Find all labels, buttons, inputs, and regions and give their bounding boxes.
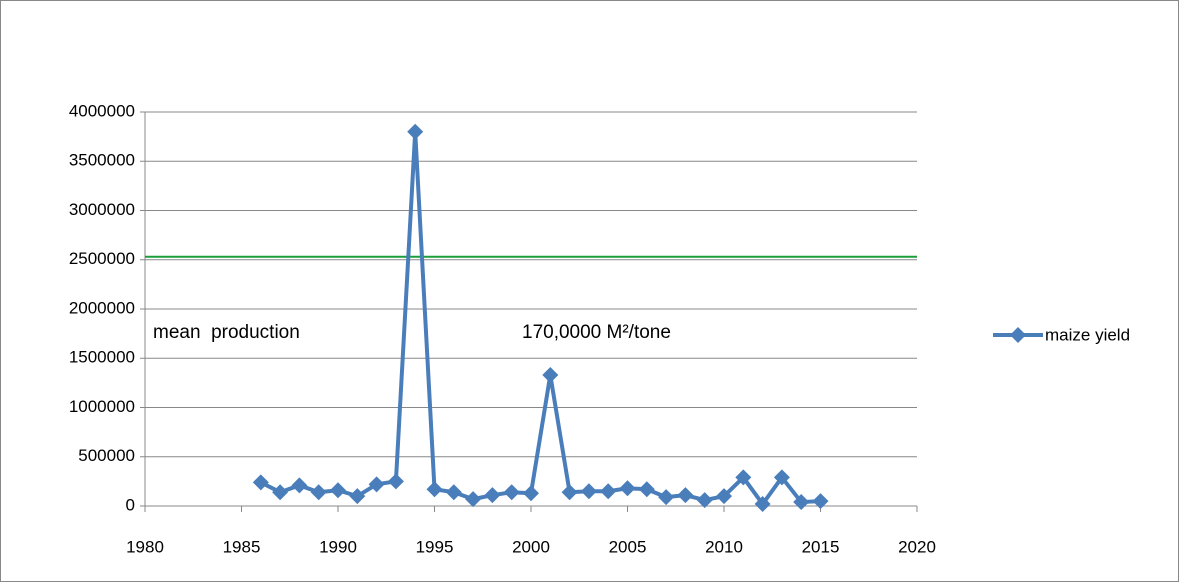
marker — [330, 482, 346, 499]
annotation: mean production — [153, 322, 300, 343]
marker — [484, 487, 501, 504]
marker — [426, 481, 443, 498]
x-tick-label: 2005 — [609, 537, 647, 556]
marker — [503, 484, 520, 501]
marker — [368, 476, 385, 493]
marker — [696, 492, 713, 509]
marker — [677, 487, 694, 504]
marker — [793, 494, 810, 511]
y-tick-label: 1000000 — [69, 397, 135, 416]
marker — [773, 469, 790, 486]
marker — [638, 481, 655, 498]
x-tick-label: 1995 — [416, 537, 454, 556]
marker — [310, 484, 327, 501]
marker — [349, 488, 366, 505]
marker — [600, 483, 617, 500]
x-tick-label: 2010 — [705, 537, 743, 556]
y-tick-label: 500000 — [78, 446, 135, 465]
marker — [561, 484, 578, 501]
marker — [465, 491, 482, 508]
marker — [754, 496, 771, 513]
y-tick-label: 2500000 — [69, 249, 135, 268]
marker — [523, 485, 539, 502]
marker — [272, 484, 289, 501]
y-tick-label: 4000000 — [69, 101, 135, 120]
x-tick-label: 1980 — [126, 537, 164, 556]
marker — [542, 366, 559, 383]
x-tick-label: 2000 — [512, 537, 550, 556]
x-tick-label: 2015 — [802, 537, 840, 556]
y-tick-label: 1500000 — [69, 348, 135, 367]
x-tick-label: 1985 — [223, 537, 261, 556]
marker — [716, 488, 732, 505]
marker — [580, 483, 597, 500]
marker — [252, 474, 269, 491]
legend-marker — [1010, 327, 1026, 343]
marker — [407, 123, 424, 140]
y-tick-label: 3500000 — [69, 151, 135, 170]
marker — [291, 477, 308, 494]
marker — [445, 484, 462, 501]
marker — [812, 493, 829, 510]
y-tick-label: 3000000 — [69, 200, 135, 219]
y-tick-label: 0 — [126, 495, 135, 514]
annotation: 170,0000 M²/tone — [522, 322, 671, 343]
marker — [658, 489, 675, 506]
marker — [735, 469, 752, 486]
marker — [619, 480, 636, 497]
x-tick-label: 2020 — [898, 537, 936, 556]
y-tick-label: 2000000 — [69, 298, 135, 317]
legend-label: maize yield — [1045, 325, 1130, 344]
marker — [387, 473, 404, 490]
x-tick-label: 1990 — [319, 537, 357, 556]
